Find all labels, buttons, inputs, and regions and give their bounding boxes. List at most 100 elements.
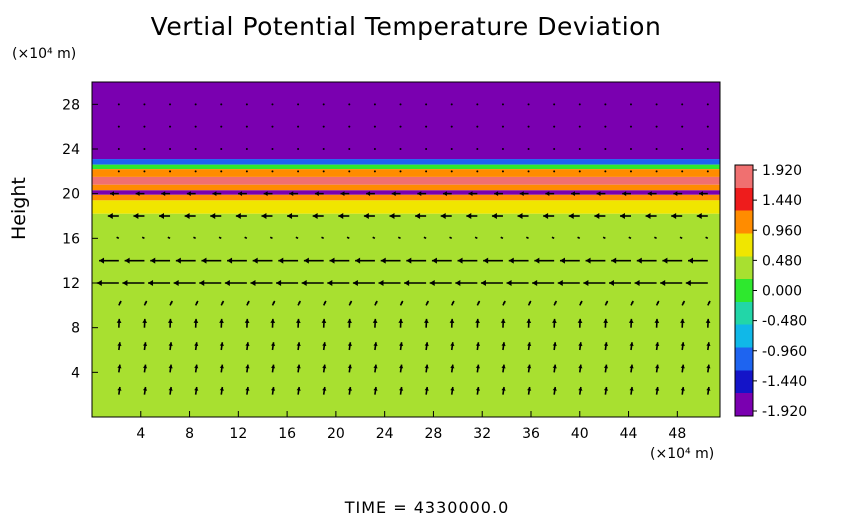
wind-vector	[517, 213, 529, 219]
wind-vector-head	[634, 280, 640, 286]
wind-vector	[596, 191, 606, 197]
wind-vector-head	[596, 191, 601, 197]
wind-vector-head	[685, 280, 691, 286]
wind-vector	[252, 257, 273, 264]
wind-vector	[219, 318, 224, 328]
wind-vector-head	[212, 191, 217, 197]
wind-vector-head	[244, 237, 246, 239]
wind-vector	[578, 364, 583, 373]
wind-vector	[269, 236, 273, 240]
wind-vector-head	[450, 364, 455, 369]
wind-vector	[450, 103, 453, 106]
wind-vector-head	[270, 364, 276, 369]
wind-vector	[168, 386, 173, 395]
wind-vector-head	[245, 342, 250, 347]
wind-vector-head	[517, 213, 523, 219]
wind-vector	[527, 364, 532, 373]
wind-vector	[494, 191, 503, 197]
wind-vector-head	[296, 342, 301, 347]
wind-vector	[169, 148, 172, 150]
wind-vector-head	[374, 300, 378, 304]
wind-vector-head	[417, 191, 422, 197]
wind-vector	[404, 280, 427, 286]
wind-vector	[397, 236, 401, 240]
wind-vector	[167, 318, 173, 328]
wind-vector-head	[118, 300, 122, 304]
wind-vector-head	[245, 386, 250, 391]
y-tick-label: 16	[62, 231, 80, 247]
wind-vector-head	[270, 386, 276, 391]
wind-vector	[415, 213, 427, 219]
wind-vector	[193, 318, 199, 328]
wind-vector-head	[199, 280, 205, 286]
x-tick-label: 8	[185, 426, 194, 442]
wind-vector	[399, 364, 404, 373]
wind-vector-head	[527, 364, 532, 369]
wind-vector-head	[406, 257, 412, 264]
wind-vector-head	[246, 300, 250, 304]
wind-vector-head	[400, 300, 403, 304]
wind-vector	[570, 191, 580, 197]
wind-vector	[327, 280, 350, 286]
wind-vector	[645, 213, 657, 219]
wind-vector	[122, 280, 145, 286]
wind-vector	[681, 300, 686, 306]
wind-vector	[322, 148, 325, 150]
wind-vector-head	[682, 300, 685, 304]
wind-vector	[552, 318, 557, 328]
wind-vector	[568, 213, 580, 219]
x-axis-unit: (×10⁴ m)	[650, 446, 715, 462]
wind-vector	[245, 386, 250, 395]
wind-vector	[424, 342, 429, 351]
wind-vector-head	[184, 213, 190, 219]
wind-vector	[270, 386, 276, 395]
wind-vector	[705, 236, 709, 240]
wind-vector	[611, 257, 631, 264]
wind-vector	[168, 342, 173, 351]
wind-vector-head	[501, 342, 506, 347]
heatmap-band	[92, 213, 720, 417]
wind-vector-head	[480, 280, 486, 286]
wind-vector	[143, 300, 148, 306]
wind-vector	[603, 318, 608, 328]
wind-vector-head	[662, 257, 668, 264]
wind-vector-head	[235, 213, 241, 219]
wind-vector-head	[680, 386, 685, 391]
wind-vector-head	[611, 257, 617, 264]
wind-vector	[220, 300, 225, 306]
colorbar-tick-label: 0.000	[762, 284, 802, 300]
wind-vector-head	[399, 386, 404, 391]
wind-vector-head	[373, 386, 378, 391]
wind-vector-head	[347, 364, 352, 369]
wind-vector-head	[322, 364, 327, 369]
wind-vector-head	[603, 342, 609, 347]
wind-vector	[107, 213, 119, 219]
wind-vector-head	[457, 257, 463, 264]
colorbar-tick-label: -0.480	[762, 314, 807, 330]
wind-vector	[681, 148, 684, 150]
heatmap-band	[92, 159, 720, 165]
wind-vector	[373, 125, 376, 128]
wind-vector	[425, 300, 430, 306]
wind-vector-head	[423, 237, 426, 239]
wind-vector	[501, 103, 504, 106]
wind-vector-head	[707, 300, 711, 304]
wind-vector-head	[534, 257, 540, 264]
wind-vector-head	[201, 257, 207, 264]
wind-vector	[347, 386, 352, 395]
wind-vector-head	[583, 280, 589, 286]
wind-vector	[630, 300, 634, 306]
wind-vector-head	[655, 364, 660, 369]
wind-vector	[372, 236, 376, 240]
wind-vector-head	[194, 386, 199, 391]
wind-vector-head	[603, 386, 609, 391]
wind-vector-head	[578, 386, 583, 391]
wind-vector	[553, 148, 556, 150]
wind-vectors	[96, 103, 711, 395]
wind-vector-head	[475, 364, 481, 369]
wind-vector	[706, 125, 709, 128]
wind-vector	[681, 170, 684, 173]
wind-vector	[475, 318, 480, 328]
wind-vector-head	[298, 300, 301, 304]
wind-vector-head	[263, 191, 268, 197]
